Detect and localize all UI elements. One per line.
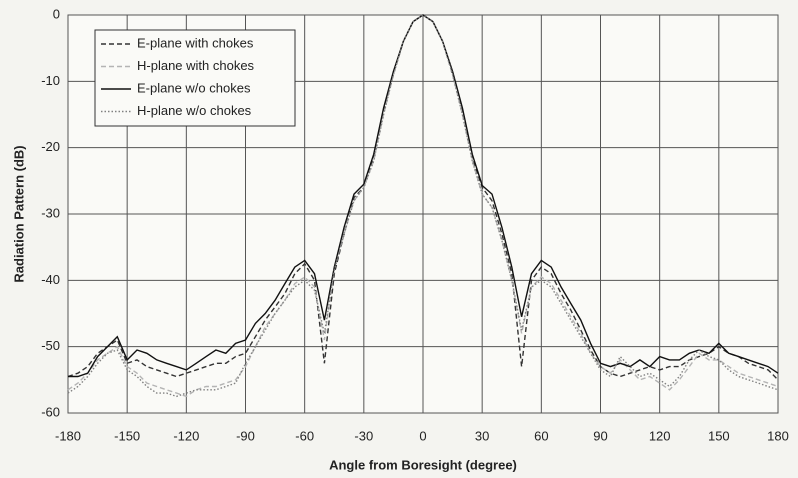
legend-label: H-plane w/o chokes	[137, 103, 252, 118]
y-axis-title: Radiation Pattern (dB)	[11, 145, 26, 282]
x-tick-label: -60	[295, 428, 314, 443]
y-tick-label: -20	[41, 139, 60, 154]
y-tick-label: -50	[41, 338, 60, 353]
x-axis-title: Angle from Boresight (degree)	[329, 457, 517, 472]
y-tick-label: 0	[53, 6, 60, 21]
legend-label: E-plane with chokes	[137, 35, 254, 50]
x-tick-label: 90	[593, 428, 607, 443]
y-tick-label: -10	[41, 73, 60, 88]
x-tick-label: -30	[354, 428, 373, 443]
y-tick-label: -60	[41, 404, 60, 419]
legend-label: H-plane with chokes	[137, 58, 255, 73]
series-line	[67, 14, 779, 398]
legend-box	[94, 29, 296, 127]
x-tick-label: -180	[55, 428, 81, 443]
x-tick-label: -150	[114, 428, 140, 443]
x-tick-label: 180	[767, 428, 789, 443]
series-line	[68, 14, 779, 378]
x-tick-label: -120	[173, 428, 199, 443]
x-tick-label: 120	[649, 428, 671, 443]
legend-label: E-plane w/o chokes	[137, 80, 251, 95]
x-tick-label: 60	[534, 428, 548, 443]
x-tick-label: 0	[419, 428, 426, 443]
x-tick-label: 150	[708, 428, 730, 443]
x-tick-label: -90	[236, 428, 255, 443]
y-tick-label: -40	[41, 272, 60, 287]
y-tick-label: -30	[41, 205, 60, 220]
x-tick-label: 30	[475, 428, 489, 443]
